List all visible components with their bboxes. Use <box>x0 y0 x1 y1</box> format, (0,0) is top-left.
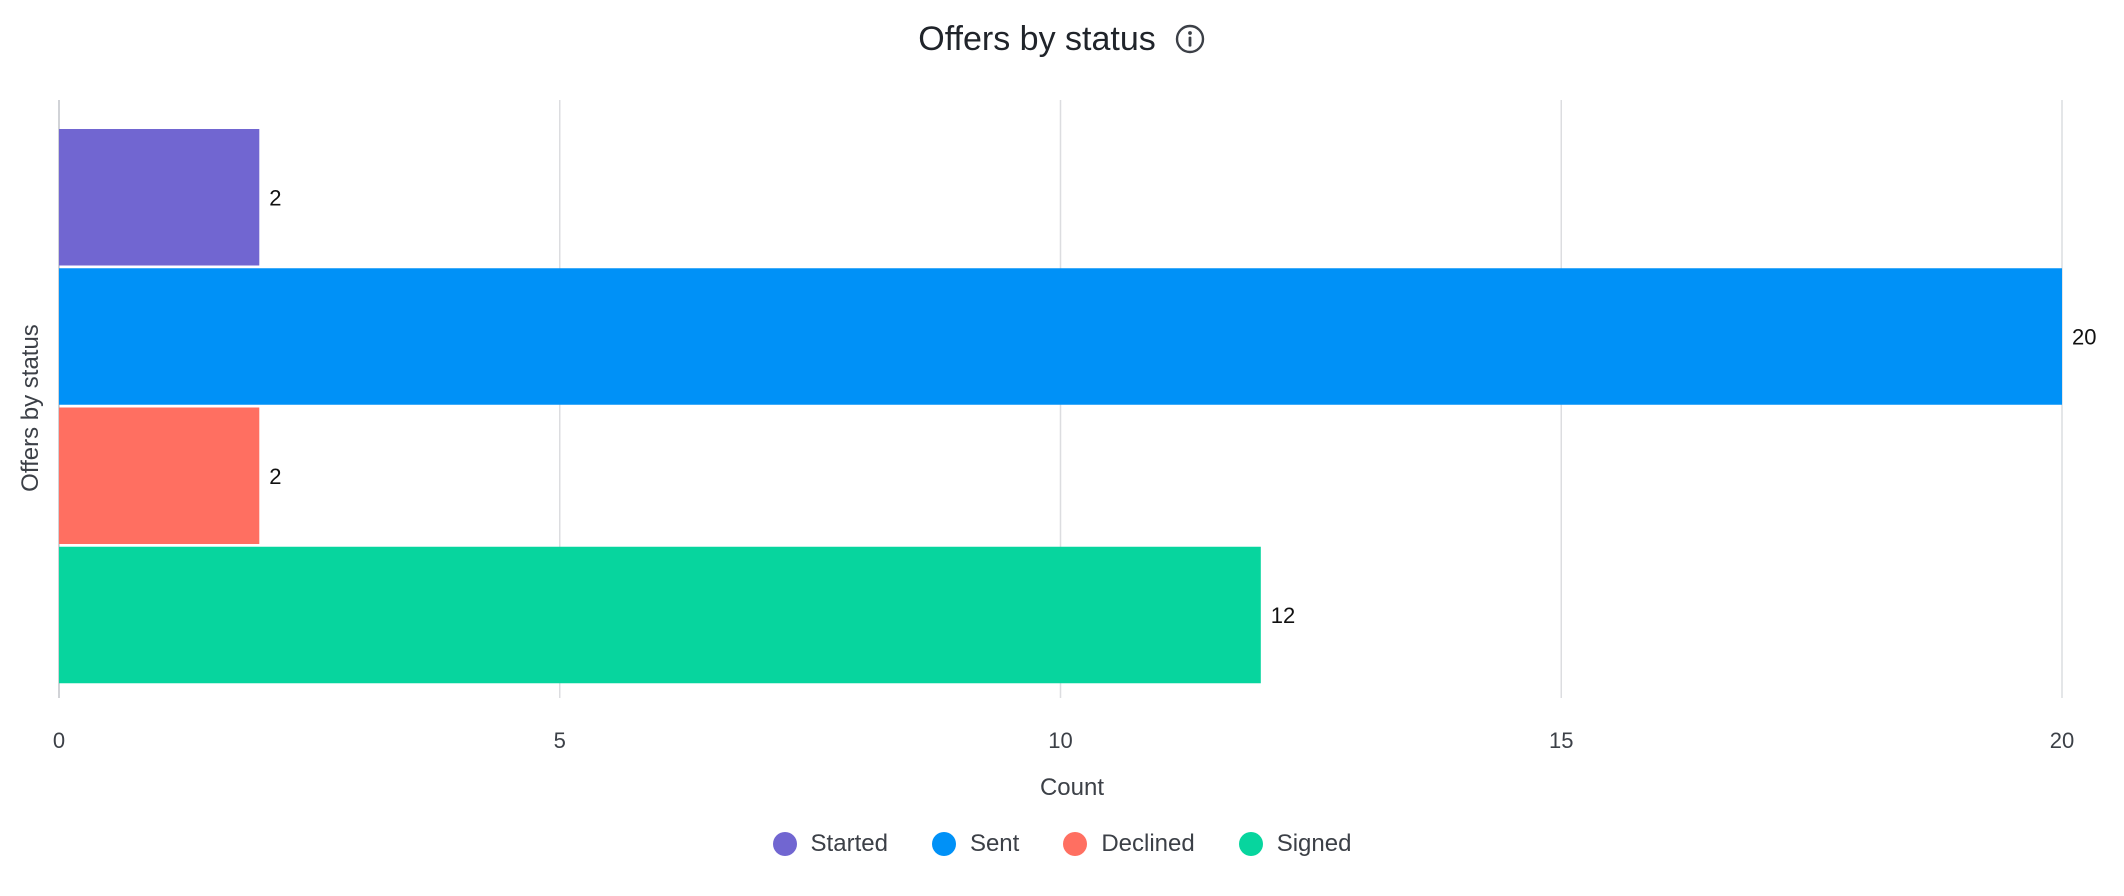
legend-label: Signed <box>1276 830 1352 857</box>
chart-header: Offers by status <box>0 14 2124 64</box>
x-tick-label: 5 <box>554 728 566 753</box>
bar-value-label: 2 <box>269 185 281 210</box>
value-labels: 2 20 2 12 <box>269 185 2096 628</box>
legend-swatch <box>931 832 956 856</box>
info-circle-icon[interactable] <box>1174 23 1206 55</box>
legend-label: Sent <box>969 830 1020 857</box>
legend-item-started[interactable]: Started <box>772 830 888 858</box>
bar-value-label: 12 <box>1271 603 1295 628</box>
x-tick-label: 0 <box>53 728 65 753</box>
y-axis-label: Offers by status <box>17 324 44 492</box>
legend-label: Declined <box>1101 830 1195 857</box>
bar-value-label: 20 <box>2072 325 2096 350</box>
legend-swatch <box>772 832 797 856</box>
legend-swatch <box>1238 832 1263 856</box>
bars <box>59 129 2062 684</box>
x-axis-label: Count <box>1040 774 1104 801</box>
legend: Started Sent Declined Signed <box>0 830 2124 858</box>
legend-item-signed[interactable]: Signed <box>1238 830 1352 858</box>
bar-signed[interactable] <box>59 546 1261 684</box>
x-tick-label: 15 <box>1549 728 1573 753</box>
legend-item-declined[interactable]: Declined <box>1063 830 1195 858</box>
x-axis-ticks: 0 5 10 15 20 <box>53 728 2074 753</box>
chart-title: Offers by status <box>918 19 1156 58</box>
legend-swatch <box>1063 832 1088 856</box>
legend-label: Started <box>810 830 888 857</box>
bar-value-label: 2 <box>269 464 281 489</box>
bar-started[interactable] <box>59 129 260 266</box>
bar-sent[interactable] <box>59 268 2062 405</box>
x-tick-label: 20 <box>2050 728 2074 753</box>
legend-item-sent[interactable]: Sent <box>931 830 1020 858</box>
bar-declined[interactable] <box>59 407 260 545</box>
x-tick-label: 10 <box>1048 728 1072 753</box>
